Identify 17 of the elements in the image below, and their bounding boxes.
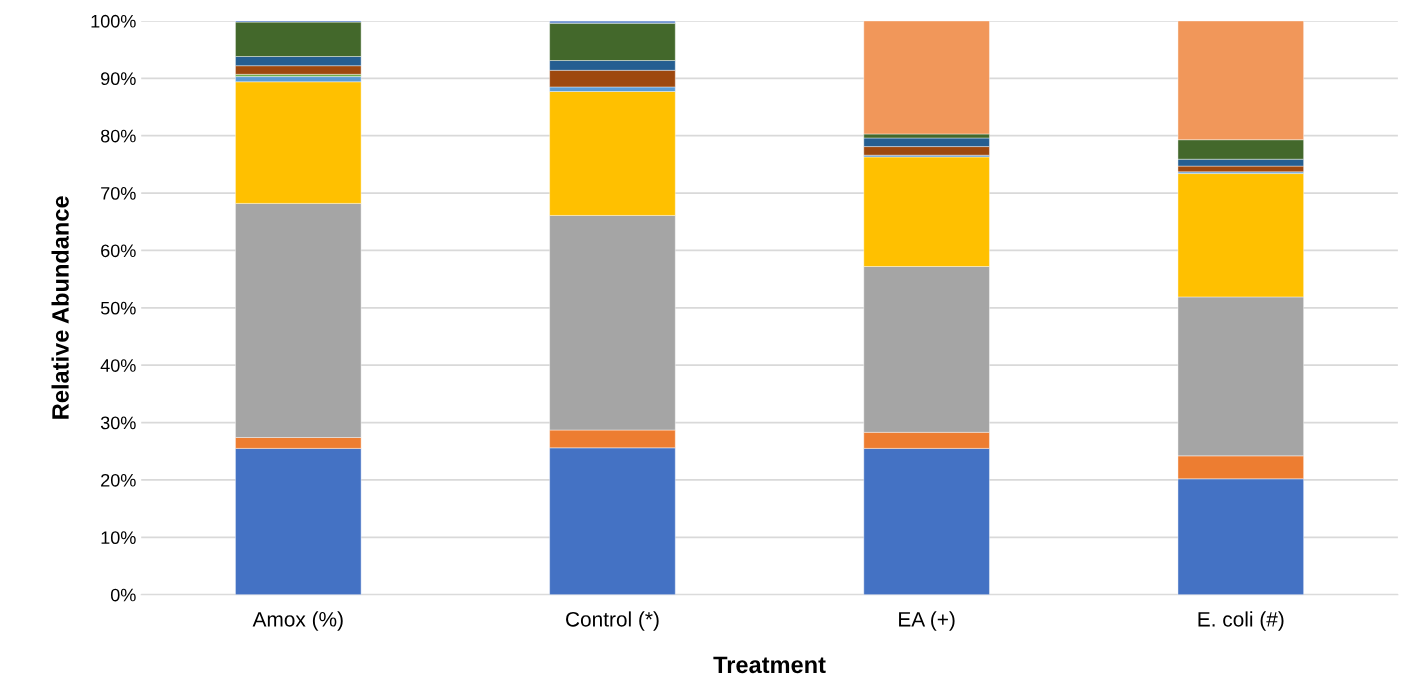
- y-tick-label: 80%: [100, 129, 136, 143]
- x-tick-label: E. coli (#): [1198, 611, 1284, 631]
- y-tick-label: 90%: [101, 72, 136, 86]
- y-tick-label: 30%: [100, 416, 136, 430]
- y-tick-label: 50%: [100, 301, 136, 315]
- y-axis-title: Relative Abundance: [51, 196, 69, 419]
- y-tick-label: 10%: [101, 531, 136, 545]
- y-tick-label: 40%: [100, 359, 136, 372]
- x-tick-label: Control (*): [566, 611, 659, 631]
- x-tick-label: EA (+): [899, 611, 955, 631]
- y-tick-label: 60%: [101, 244, 136, 258]
- y-tick-label: 0%: [110, 588, 136, 602]
- x-tick-label: Amox (%): [252, 611, 343, 631]
- y-tick-label: 100%: [91, 14, 136, 28]
- x-axis-title: Treatment: [713, 656, 826, 674]
- y-tick-label: 70%: [101, 187, 136, 200]
- y-tick-label: 20%: [101, 473, 136, 487]
